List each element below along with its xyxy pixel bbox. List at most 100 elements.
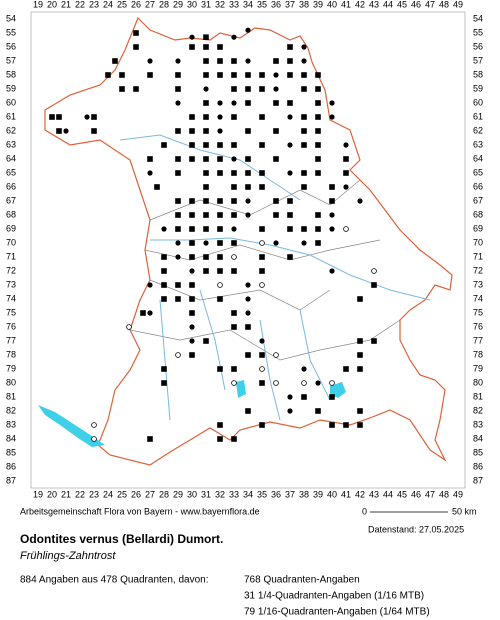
record-dot: [189, 324, 195, 330]
record-dot: [245, 296, 251, 302]
record-square: [189, 156, 195, 162]
row-label: 65: [473, 167, 483, 177]
record-square: [231, 170, 237, 176]
record-square: [203, 338, 209, 344]
row-label: 56: [6, 41, 16, 51]
record-square: [161, 282, 167, 288]
column-label: 33: [229, 0, 239, 9]
record-square: [203, 72, 209, 78]
record-square: [217, 268, 223, 274]
column-label: 22: [75, 489, 85, 499]
record-square: [119, 86, 125, 92]
record-circle: [231, 254, 237, 260]
column-label: 39: [313, 0, 323, 9]
record-square: [217, 170, 223, 176]
record-dot: [301, 366, 307, 372]
record-square: [161, 142, 167, 148]
record-dot: [287, 408, 293, 414]
row-label: 77: [473, 335, 483, 345]
record-dot: [217, 114, 223, 120]
record-square: [301, 394, 307, 400]
column-label: 26: [131, 489, 141, 499]
record-square: [217, 240, 223, 246]
record-dot: [273, 72, 279, 78]
record-square: [175, 212, 181, 218]
record-square: [315, 170, 321, 176]
row-label: 55: [473, 27, 483, 37]
record-square: [189, 254, 195, 260]
record-circle: [259, 240, 265, 246]
record-square: [287, 44, 293, 50]
count: 31 1/4-Quadranten-Angaben (1/16 MTB): [244, 591, 424, 602]
record-square: [189, 240, 195, 246]
record-square: [133, 44, 139, 50]
record-dot: [287, 394, 293, 400]
record-square: [315, 100, 321, 106]
column-label: 27: [145, 0, 155, 9]
row-label: 61: [473, 111, 483, 121]
record-square: [112, 58, 118, 64]
credit: Arbeitsgemeinschaft Flora von Bayern - w…: [20, 506, 260, 516]
record-square: [133, 86, 139, 92]
row-label: 75: [473, 307, 483, 317]
column-label: 45: [397, 489, 407, 499]
record-square: [91, 114, 97, 120]
record-dot: [301, 44, 307, 50]
column-label: 48: [439, 489, 449, 499]
record-square: [315, 156, 321, 162]
record-square: [203, 128, 209, 134]
row-label: 71: [473, 251, 483, 261]
river: [119, 134, 431, 421]
column-label: 31: [201, 0, 211, 9]
record-square: [175, 198, 181, 204]
column-label: 38: [299, 0, 309, 9]
column-label: 26: [131, 0, 141, 9]
record-square: [217, 422, 223, 428]
record-dot: [245, 310, 251, 316]
row-label: 54: [6, 13, 16, 23]
column-label: 47: [425, 0, 435, 9]
row-label: 81: [6, 391, 16, 401]
record-dot: [287, 142, 293, 148]
record-square: [357, 366, 363, 372]
record-square: [287, 226, 293, 232]
record-square: [357, 296, 363, 302]
record-dot: [189, 338, 195, 344]
record-square: [203, 58, 209, 64]
record-square: [189, 282, 195, 288]
record-square: [259, 352, 265, 358]
record-square: [371, 282, 377, 288]
record-square: [147, 156, 153, 162]
record-dot: [189, 34, 195, 40]
column-label: 47: [425, 489, 435, 499]
record-square: [273, 198, 279, 204]
record-dot: [217, 128, 223, 134]
record-square: [357, 408, 363, 414]
record-square: [217, 72, 223, 78]
row-label: 60: [6, 97, 16, 107]
row-label: 59: [473, 83, 483, 93]
row-label: 72: [473, 265, 483, 275]
date: Datenstand: 27.05.2025: [368, 524, 464, 534]
record-square: [301, 114, 307, 120]
column-label: 37: [285, 489, 295, 499]
record-square: [315, 114, 321, 120]
record-square: [175, 128, 181, 134]
record-square: [217, 436, 223, 442]
record-dot: [84, 114, 90, 120]
column-label: 23: [89, 489, 99, 499]
record-square: [329, 422, 335, 428]
column-label: 29: [173, 489, 183, 499]
record-square: [287, 100, 293, 106]
record-square: [245, 156, 251, 162]
record-square: [91, 128, 97, 134]
row-label: 58: [6, 69, 16, 79]
record-circle: [91, 422, 97, 428]
column-label: 40: [327, 489, 337, 499]
record-square: [329, 184, 335, 190]
row-label: 70: [6, 237, 16, 247]
column-label: 21: [61, 0, 71, 9]
record-square: [231, 184, 237, 190]
record-square: [231, 324, 237, 330]
record-square: [273, 100, 279, 106]
